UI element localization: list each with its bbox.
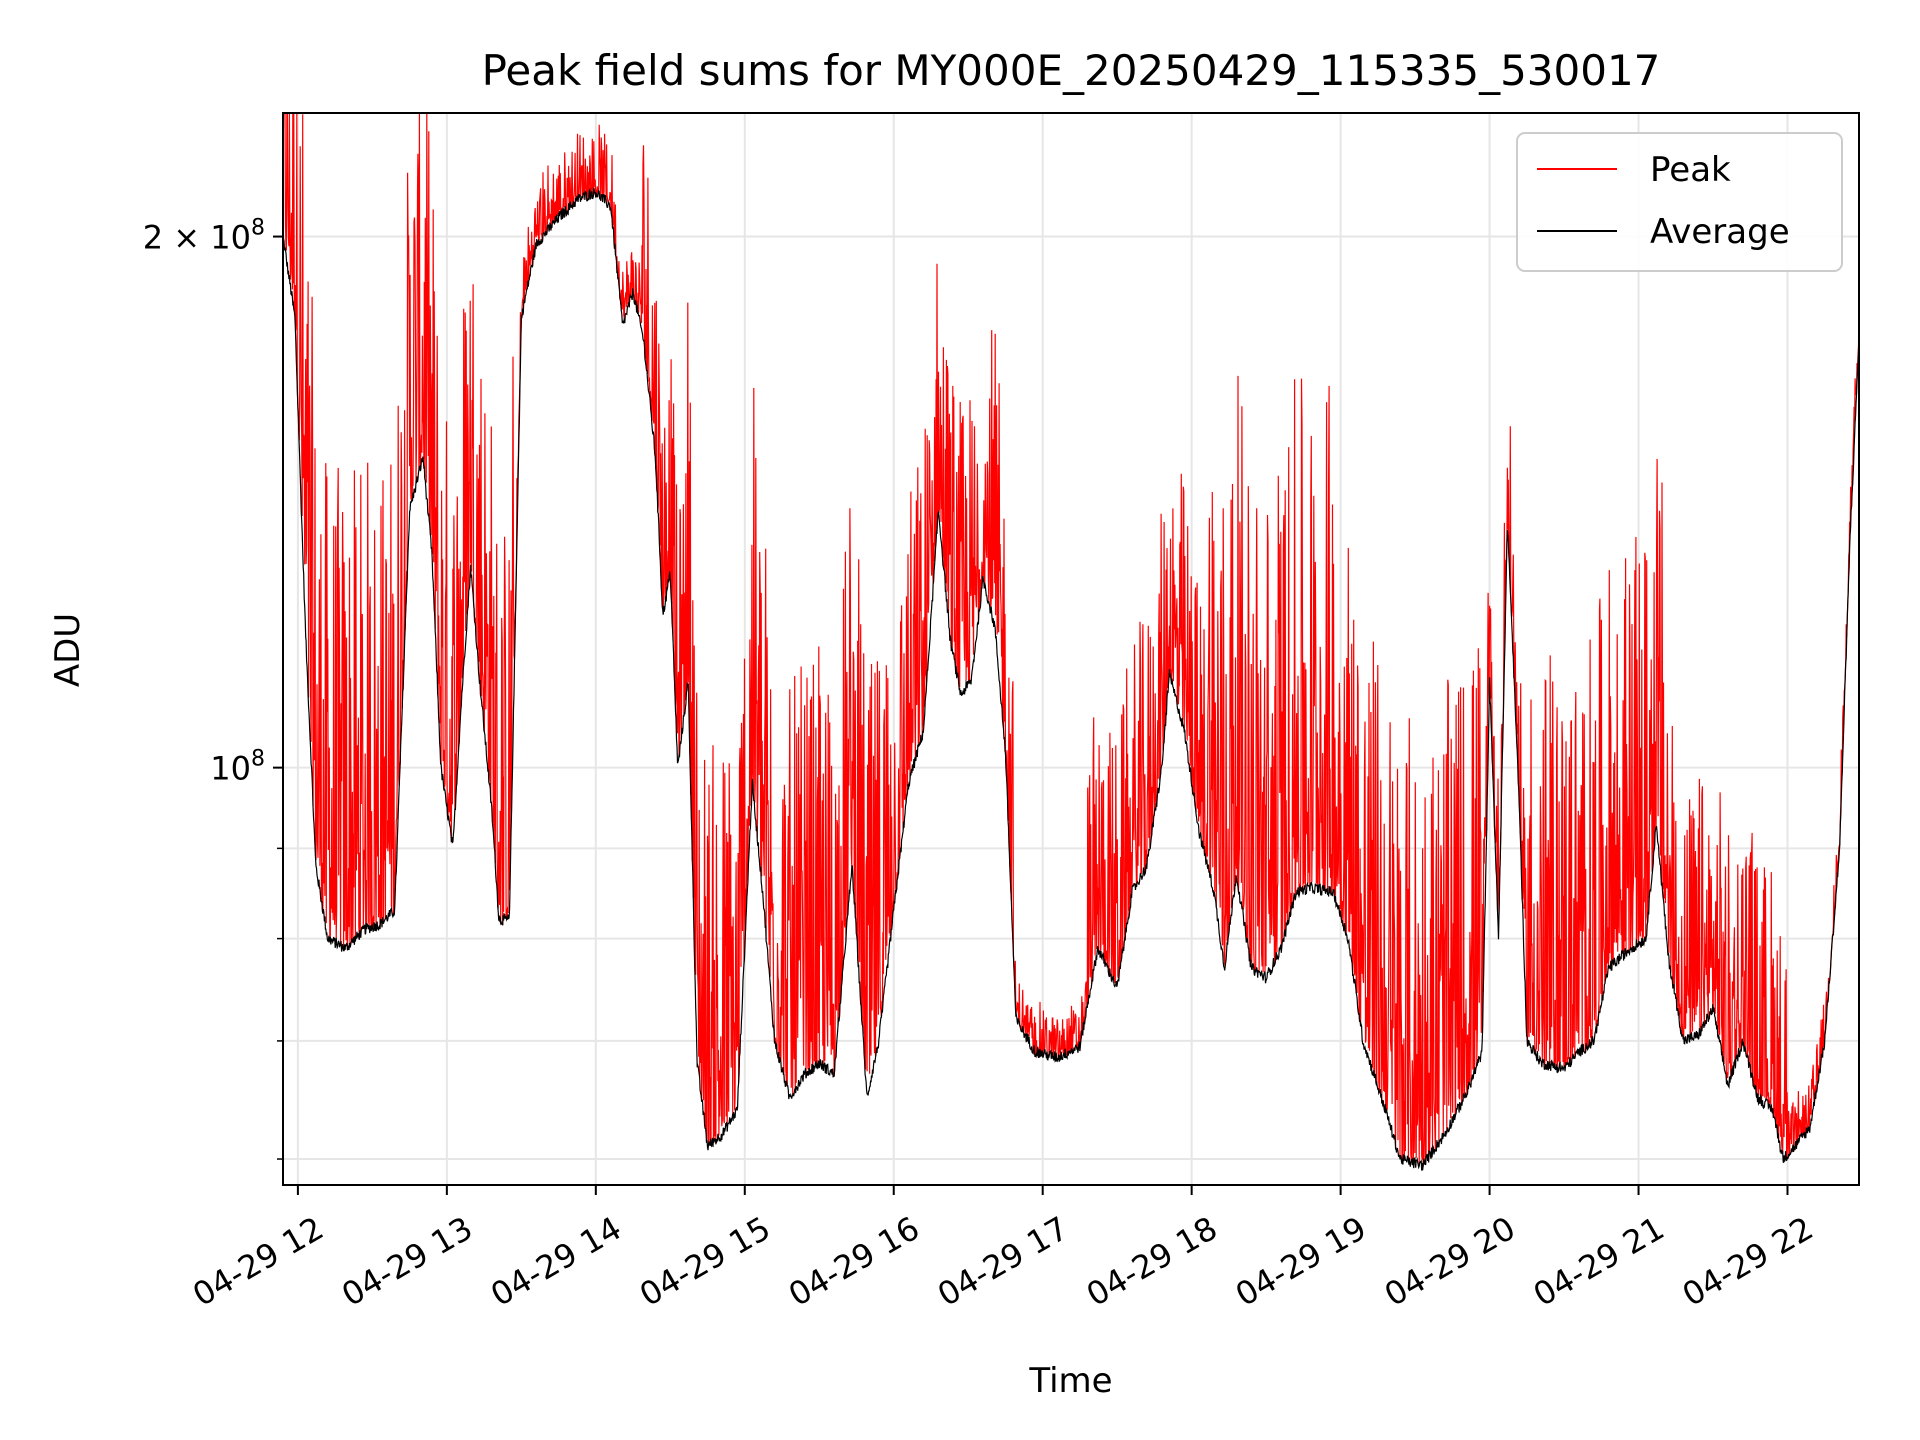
- legend-peak-label: Peak: [1650, 150, 1731, 190]
- plot-frame: [282, 112, 1860, 1186]
- y-axis-label: ADU: [48, 613, 88, 687]
- y-tick-label: 108: [210, 747, 265, 788]
- x-axis-label: Time: [1028, 1361, 1112, 1401]
- average-series: [282, 187, 1860, 1171]
- legend-average-label: Average: [1650, 212, 1790, 252]
- legend-box: [1516, 132, 1843, 272]
- legend: Peak Average: [1516, 132, 1843, 272]
- y-tick-label: 2 × 108: [143, 216, 265, 257]
- y-axis-ticks: 108 2 × 108: [143, 216, 283, 1160]
- chart-title: Peak field sums for MY000E_20250429_1153…: [482, 46, 1661, 95]
- average-line: [282, 187, 1860, 1171]
